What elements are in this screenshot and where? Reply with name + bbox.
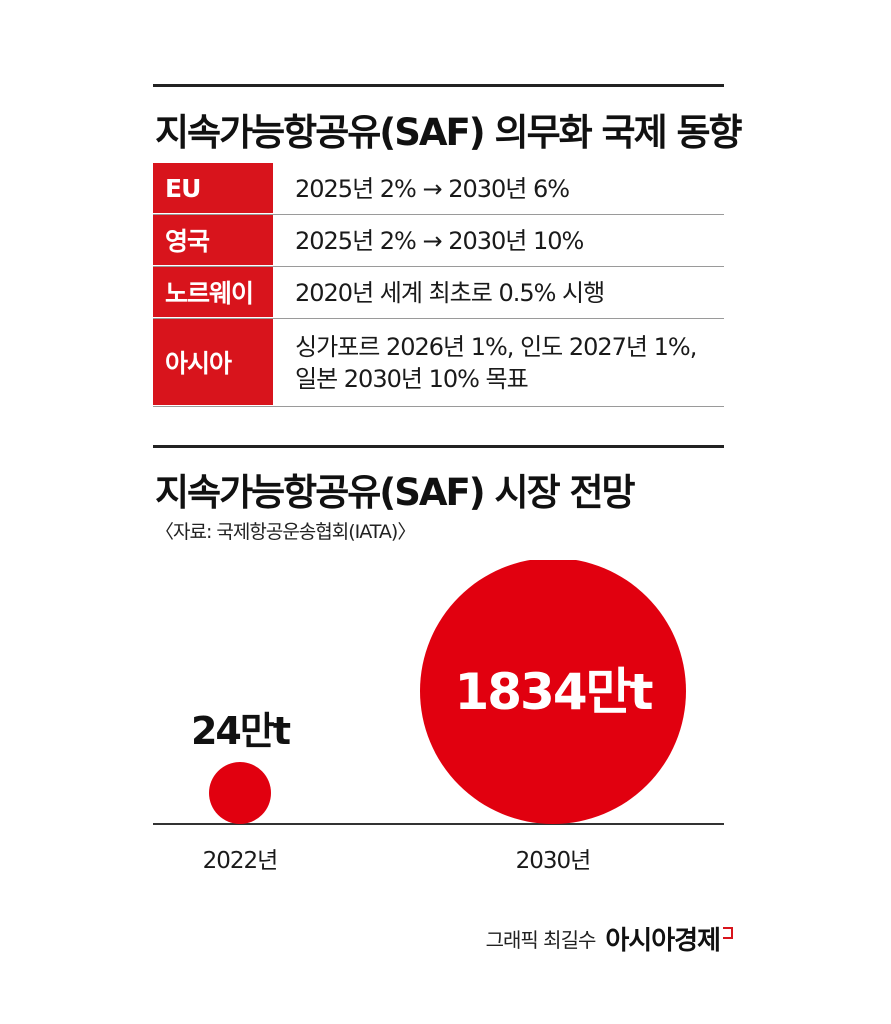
credit: 그래픽 최길수 아시아경제 — [486, 920, 733, 957]
policy-cell: 싱가포르 2026년 1%, 인도 2027년 1%, 일본 2030년 10%… — [295, 332, 697, 393]
category-label-0: 2022년 — [203, 848, 278, 874]
brand-logo: 아시아경제 — [605, 926, 721, 956]
policy-cell: 2025년 2% → 2030년 10% — [295, 226, 584, 255]
brand-mark-icon — [723, 926, 733, 939]
region-cell: 노르웨이 — [153, 267, 273, 318]
credit-author: 그래픽 최길수 — [485, 928, 597, 952]
table-row: 아시아 싱가포르 2026년 1%, 인도 2027년 1%, 일본 2030년… — [153, 319, 724, 407]
policy-table: EU 2025년 2% → 2030년 6% 영국 2025년 2% → 203… — [153, 163, 724, 407]
table-row: 영국 2025년 2% → 2030년 10% — [153, 215, 724, 267]
policy-cell: 2020년 세계 최초로 0.5% 시행 — [295, 278, 605, 307]
source-note: 〈자료: 국제항공운송협회(IATA)〉 — [155, 521, 416, 543]
region-cell: EU — [153, 163, 273, 214]
policy-cell: 2025년 2% → 2030년 6% — [295, 174, 570, 203]
value-label-1: 1834만t — [454, 663, 652, 721]
bubble-1 — [420, 560, 686, 824]
category-label-1: 2030년 — [516, 848, 591, 874]
top-rule — [153, 84, 724, 87]
table-row: 노르웨이 2020년 세계 최초로 0.5% 시행 — [153, 267, 724, 319]
value-label-0: 24만t — [191, 709, 291, 753]
section-rule — [153, 445, 724, 448]
region-cell: 영국 — [153, 215, 273, 266]
bubble-0 — [209, 762, 271, 824]
bubble-chart: 24만t 2022년 1834만t 2030년 — [153, 560, 724, 874]
region-cell: 아시아 — [153, 319, 273, 406]
policy-title: 지속가능항공유(SAF) 의무화 국제 동향 — [155, 111, 743, 154]
table-row: EU 2025년 2% → 2030년 6% — [153, 163, 724, 215]
market-title: 지속가능항공유(SAF) 시장 전망 — [155, 471, 636, 514]
